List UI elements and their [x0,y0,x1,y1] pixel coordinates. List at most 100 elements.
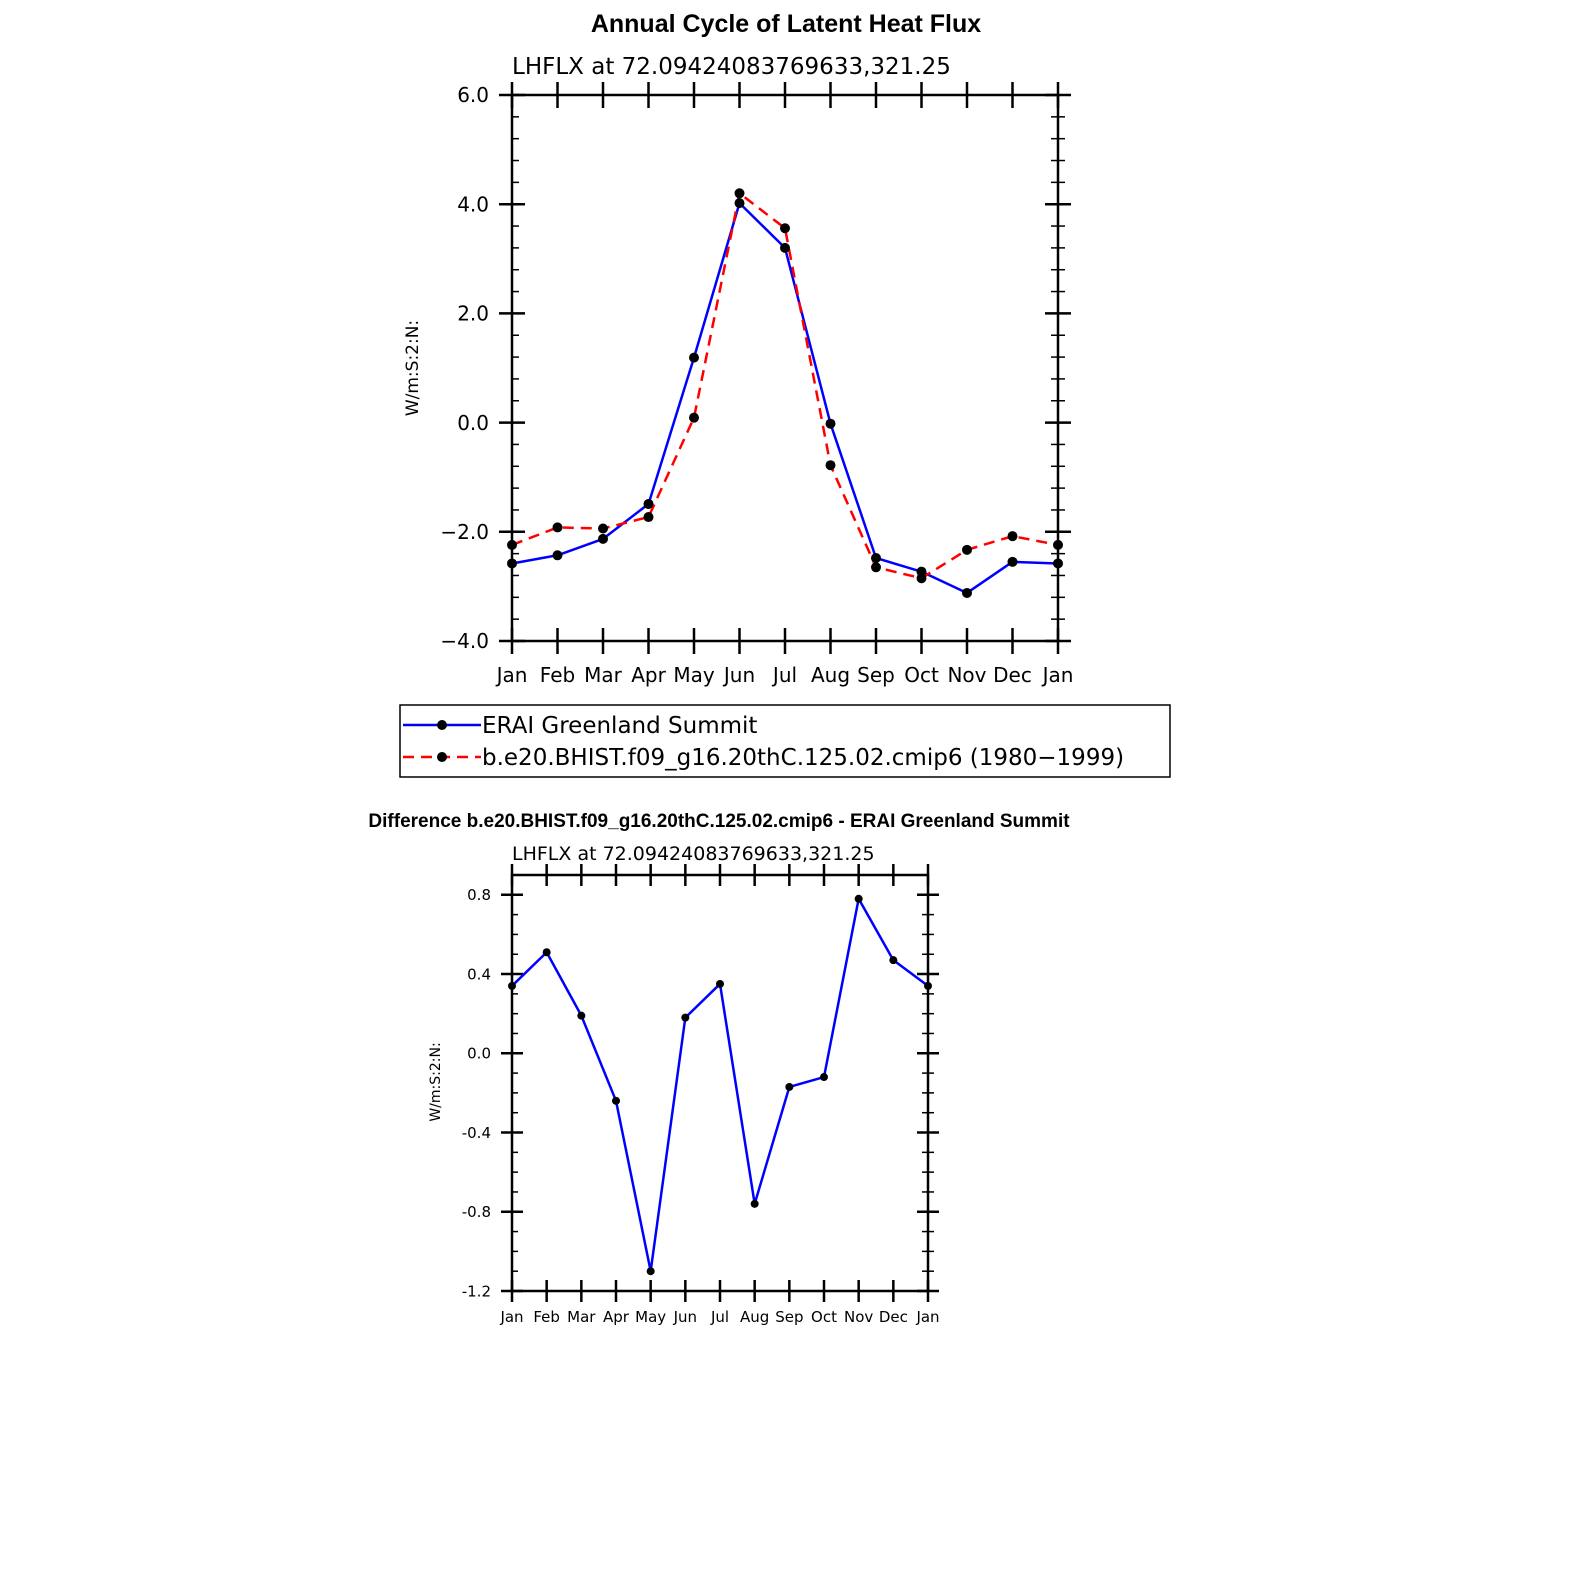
x-tick-label: May [673,663,715,687]
series-line-0 [511,897,929,1273]
plot-frame [510,873,930,1293]
y-tick-label: -0.8 [462,1203,491,1221]
y-tick-label: −2.0 [440,520,489,544]
data-point [962,587,972,598]
x-tick-label: Nov [947,663,986,687]
axis-ticks [501,864,939,1302]
y-tick-label: -0.4 [462,1124,491,1142]
legend-marker-erai [437,720,447,730]
x-tick-label: Feb [533,1308,560,1326]
x-tick-label: Jan [1041,663,1074,687]
data-point [646,1267,655,1276]
data-point [825,460,836,471]
data-point [577,1011,586,1020]
data-point [734,188,745,199]
x-tick-label: Dec [993,663,1032,687]
series-group [508,894,932,1276]
y-axis-label: W/m:S:2:N: [403,320,423,416]
series-line-0 [511,201,1059,595]
data-point [750,1199,759,1208]
data-point [507,558,517,569]
y-tick-label: 0.8 [467,886,491,904]
x-tick-label: Aug [740,1308,769,1326]
x-tick-label: Feb [540,663,575,687]
data-point [871,562,881,573]
tick-labels: Jan Feb Mar Apr May Jun Jul Aug Sep Oct Nov Dec Jan 6… [440,83,1073,687]
data-point [681,1013,690,1022]
data-point [1007,556,1018,567]
data-point [598,533,608,544]
y-tick-label: 0.4 [467,965,491,983]
data-point [734,198,745,209]
data-point [643,512,654,523]
x-tick-label: Dec [879,1308,908,1326]
data-point [785,1082,794,1091]
x-tick-label: Oct [904,663,939,687]
data-point [825,418,836,429]
x-tick-label: Jan [495,663,528,687]
data-point [871,553,881,564]
legend-marker-model [437,752,447,762]
y-tick-label: 0.0 [457,411,489,435]
x-tick-label: Nov [844,1308,873,1326]
x-tick-label: Jul [710,1308,729,1326]
data-point [542,948,551,957]
chart-title: Annual Cycle of Latent Heat Flux [591,10,981,38]
data-point [507,539,517,550]
data-point [916,573,927,584]
legend: ERAI Greenland Summit b.e20.BHIST.f09_g1… [399,704,1171,778]
x-tick-label: Jan [499,1308,523,1326]
data-point [1053,539,1063,550]
data-point [820,1073,828,1082]
legend-box [399,704,1171,778]
difference-chart: Difference b.e20.BHIST.f09_g16.20thC.125… [368,811,1070,1326]
data-point [508,981,516,990]
data-point [689,352,699,363]
axis-ticks [499,82,1071,654]
chart-title: Difference b.e20.BHIST.f09_g16.20thC.125… [368,811,1070,832]
x-tick-label: Oct [811,1308,837,1326]
y-tick-label: -1.2 [462,1282,491,1300]
data-point [552,550,563,561]
x-tick-label: Mar [584,663,623,687]
x-tick-label: Jun [673,1308,697,1326]
x-tick-label: Apr [631,663,666,687]
data-point [552,522,563,533]
legend-label-erai: ERAI Greenland Summit [482,713,757,739]
y-axis-label: W/m:S:2:N: [428,1042,444,1121]
data-point [924,981,932,990]
data-point [962,544,972,555]
data-point [598,523,608,534]
x-tick-label: Jun [722,663,755,687]
data-point [1053,558,1063,569]
data-point [612,1096,620,1105]
y-tick-label: 2.0 [457,302,489,326]
data-point [716,979,724,988]
data-point [643,498,654,509]
x-tick-label: May [635,1308,666,1326]
data-point [854,894,863,903]
data-point [1007,531,1018,542]
annual-cycle-chart: Annual Cycle of Latent Heat Flux LHFLX a… [399,10,1171,778]
x-tick-label: Aug [811,663,850,687]
x-tick-label: Jul [771,663,797,687]
chart-subtitle: LHFLX at 72.09424083769633,321.25 [512,54,951,80]
data-point [780,242,790,253]
x-tick-label: Sep [857,663,895,687]
y-tick-label: −4.0 [440,629,489,653]
data-point [780,223,790,234]
x-tick-label: Mar [567,1308,596,1326]
x-tick-label: Jan [915,1308,939,1326]
plot-frame [510,93,1060,643]
data-point [889,956,898,965]
y-tick-label: 0.0 [467,1045,491,1063]
y-tick-label: 4.0 [457,192,489,216]
tick-labels: Jan Feb Mar Apr May Jun Jul Aug Sep Oct Nov Dec Jan 0… [462,886,940,1326]
data-point [689,412,699,423]
y-tick-label: 6.0 [457,83,489,107]
series-group [507,188,1063,598]
x-tick-label: Sep [775,1308,803,1326]
chart-subtitle: LHFLX at 72.09424083769633,321.25 [512,843,875,865]
x-tick-label: Apr [603,1308,630,1326]
